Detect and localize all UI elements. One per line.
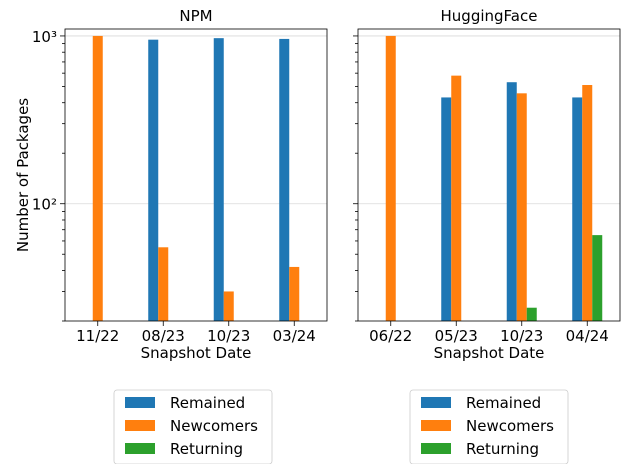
legend-label-remained: Remained xyxy=(466,394,541,412)
bar-newcomers-10-23 xyxy=(516,93,527,321)
bar-newcomers-10-23 xyxy=(223,291,234,321)
x-axis-label: Snapshot Date xyxy=(434,344,545,362)
legend-swatch-returning xyxy=(421,443,451,454)
legend-label-newcomers: Newcomers xyxy=(466,417,554,435)
x-tick-label: 05/23 xyxy=(435,327,478,345)
bar-remained-04-24 xyxy=(572,97,583,321)
legend-1: Remained Newcomers Returning xyxy=(113,389,273,464)
subplot-title: HuggingFace xyxy=(441,7,538,25)
subplot-1: 11/22 08/23 10/23 03/24 10³ 10² NPM Snapshot Da… xyxy=(14,7,328,362)
legend-swatch-remained xyxy=(421,397,451,408)
bar-remained-05-23 xyxy=(441,97,452,321)
x-axis-label: Snapshot Date xyxy=(141,344,252,362)
bar-remained-10-23 xyxy=(213,38,224,321)
bar-newcomers-08-23 xyxy=(158,247,169,321)
x-tick-label: 03/24 xyxy=(273,327,316,345)
x-tick-label: 10/23 xyxy=(207,327,250,345)
legend-swatch-remained xyxy=(125,397,155,408)
legend-label-returning: Returning xyxy=(466,440,539,458)
legend-label-returning: Returning xyxy=(170,440,243,458)
bar-newcomers-05-23 xyxy=(451,75,462,321)
axes-frame xyxy=(357,28,621,322)
legend-label-remained: Remained xyxy=(170,394,245,412)
x-tick-label: 06/22 xyxy=(369,327,412,345)
y-axis-label: Number of Packages xyxy=(14,98,32,252)
legend-swatch-newcomers xyxy=(125,420,155,431)
bar-newcomers-11-22 xyxy=(92,35,103,321)
subplot-2: 06/22 05/23 10/23 04/24 HuggingFace Snapshot … xyxy=(353,7,621,362)
legend-swatch-newcomers xyxy=(421,420,451,431)
x-tick-label: 11/22 xyxy=(76,327,119,345)
bar-newcomers-03-24 xyxy=(289,266,300,321)
bar-remained-08-23 xyxy=(148,39,159,322)
bar-remained-10-23 xyxy=(506,82,517,322)
axes-frame xyxy=(64,28,328,322)
bar-newcomers-06-22 xyxy=(385,35,396,321)
bar-returning-04-24 xyxy=(592,235,603,321)
subplot-title: NPM xyxy=(179,7,212,25)
bar-newcomers-04-24 xyxy=(582,85,593,321)
legend-swatch-returning xyxy=(125,443,155,454)
x-tick-label: 04/24 xyxy=(566,327,609,345)
bar-returning-10-23 xyxy=(526,307,537,321)
legend-label-newcomers: Newcomers xyxy=(170,417,258,435)
bar-remained-03-24 xyxy=(279,38,290,322)
x-tick-label: 10/23 xyxy=(500,327,543,345)
legend-2: Remained Newcomers Returning xyxy=(409,389,569,464)
x-tick-label: 08/23 xyxy=(142,327,185,345)
y-tick-label: 10² xyxy=(32,196,57,214)
y-tick-label: 10³ xyxy=(32,28,57,46)
